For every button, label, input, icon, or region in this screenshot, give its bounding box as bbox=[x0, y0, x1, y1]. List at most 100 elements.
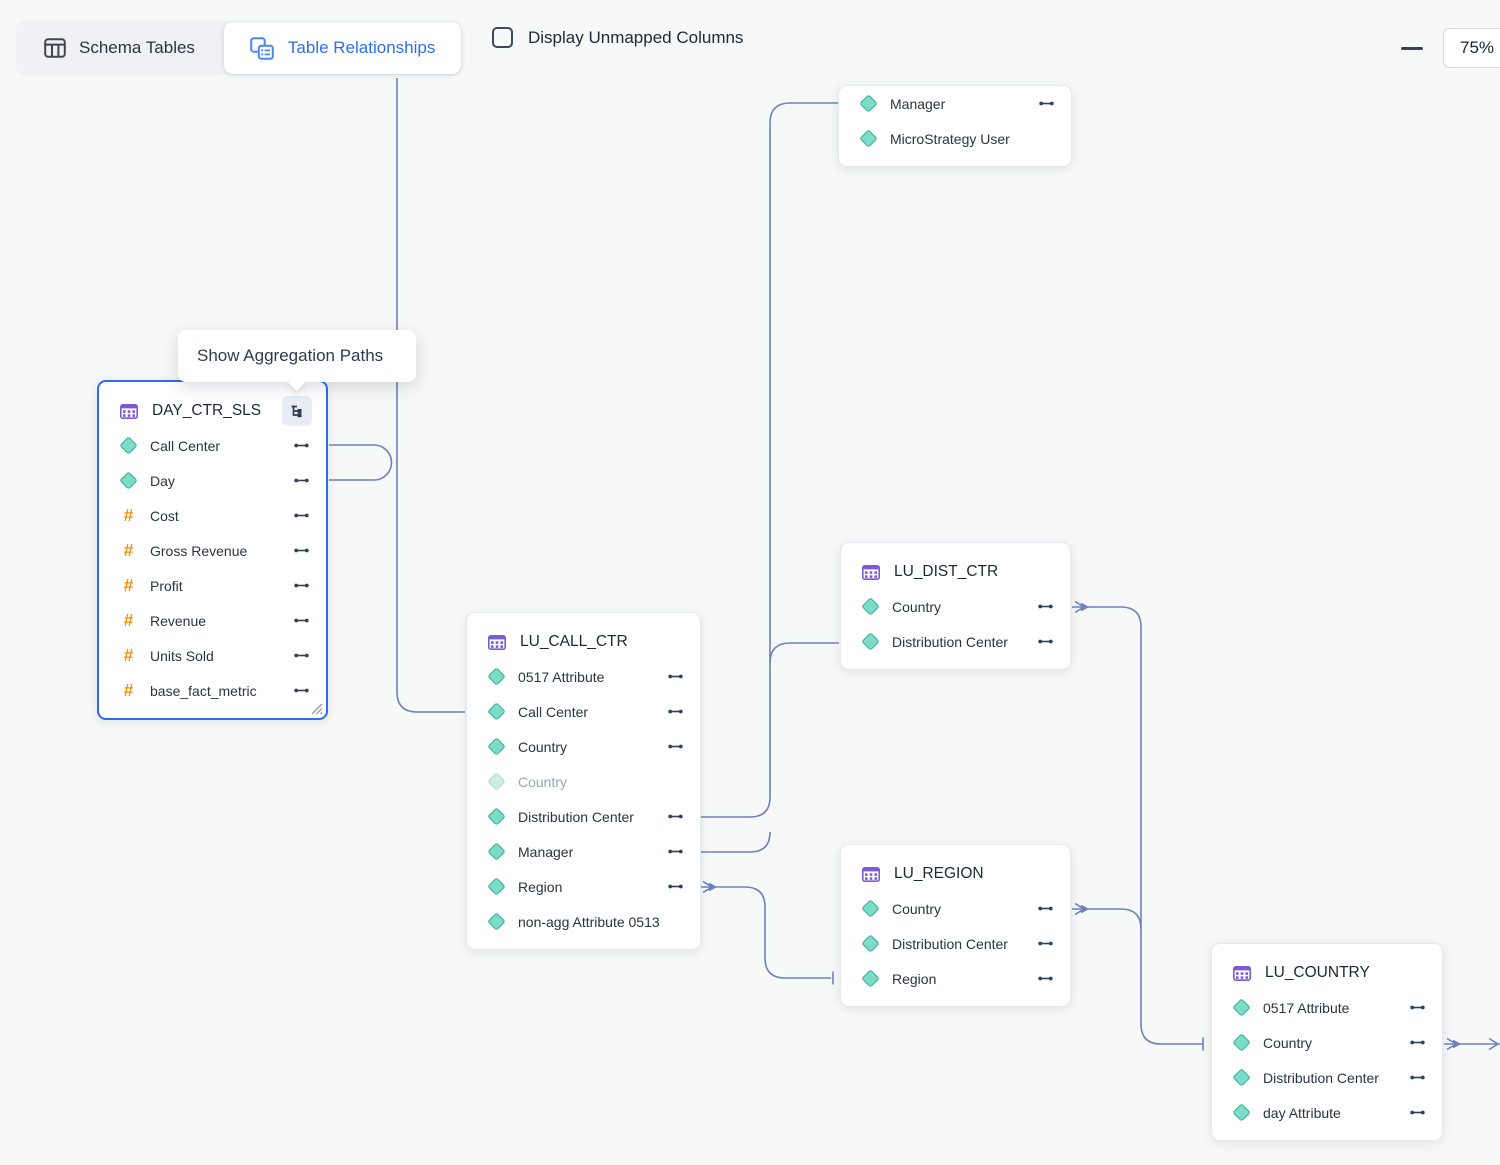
table-relationships-button[interactable]: Table Relationships bbox=[223, 22, 462, 74]
column-row[interactable]: Country bbox=[467, 764, 700, 799]
column-mapping-icon[interactable] bbox=[294, 511, 309, 520]
column-row[interactable]: Cost bbox=[99, 498, 326, 533]
table-card-lu-country[interactable]: LU_COUNTRY 0517 Attribute Country bbox=[1211, 943, 1443, 1141]
column-mapping-icon[interactable] bbox=[1038, 939, 1053, 948]
column-row[interactable]: Manager bbox=[467, 834, 700, 869]
attribute-diamond-icon bbox=[488, 843, 505, 860]
column-label: Units Sold bbox=[150, 647, 214, 664]
column-mapping-icon[interactable] bbox=[1038, 602, 1053, 611]
attribute-diamond-icon bbox=[488, 703, 505, 720]
column-type-icon bbox=[120, 612, 137, 629]
table-card-partial[interactable]: Manager MicroStrategy User bbox=[838, 85, 1072, 167]
column-row[interactable]: Country bbox=[467, 729, 700, 764]
zoom-out-button[interactable] bbox=[1398, 36, 1426, 60]
column-mapping-icon[interactable] bbox=[668, 707, 683, 716]
column-row[interactable]: MicroStrategy User bbox=[839, 121, 1071, 156]
column-mapping-icon[interactable] bbox=[668, 672, 683, 681]
column-label: Distribution Center bbox=[1263, 1069, 1379, 1086]
column-mapping-icon[interactable] bbox=[294, 546, 309, 555]
column-mapping-icon[interactable] bbox=[1039, 99, 1054, 108]
table-title: LU_REGION bbox=[894, 865, 984, 882]
column-row[interactable]: Call Center bbox=[99, 428, 326, 463]
column-label: Call Center bbox=[518, 703, 589, 720]
table-card-lu-dist-ctr[interactable]: LU_DIST_CTR Country Distribution Center bbox=[840, 542, 1071, 670]
attribute-diamond-icon bbox=[1233, 1069, 1250, 1086]
column-label: Gross Revenue bbox=[150, 542, 248, 559]
column-row[interactable]: base_fact_metric bbox=[99, 673, 326, 708]
display-unmapped-columns-label: Display Unmapped Columns bbox=[528, 27, 744, 47]
column-label: Call Center bbox=[150, 437, 221, 454]
column-row[interactable]: Distribution Center bbox=[841, 926, 1070, 961]
table-relationships-label: Table Relationships bbox=[287, 38, 436, 57]
column-mapping-icon[interactable] bbox=[1410, 1108, 1425, 1117]
column-row[interactable]: Distribution Center bbox=[467, 799, 700, 834]
column-label: Country bbox=[518, 773, 568, 790]
column-label: Country bbox=[1263, 1034, 1313, 1051]
table-card-day-ctr-sls[interactable]: DAY_CTR_SLS Call Center Day bbox=[97, 380, 328, 720]
column-label: Region bbox=[518, 878, 563, 895]
attribute-diamond-icon bbox=[488, 913, 505, 930]
attribute-diamond-icon bbox=[488, 808, 505, 825]
attribute-diamond-icon bbox=[488, 668, 505, 685]
resize-handle[interactable] bbox=[310, 702, 323, 715]
column-row[interactable]: Revenue bbox=[99, 603, 326, 638]
attribute-diamond-icon bbox=[1233, 1104, 1250, 1121]
view-mode-switcher: Schema Tables Table Relationships bbox=[16, 21, 463, 75]
column-label: Cost bbox=[150, 507, 179, 524]
column-row[interactable]: Region bbox=[467, 869, 700, 904]
column-label: Manager bbox=[890, 95, 946, 112]
column-mapping-icon[interactable] bbox=[294, 616, 309, 625]
schema-tables-label: Schema Tables bbox=[79, 38, 195, 57]
column-row[interactable]: Manager bbox=[839, 86, 1071, 121]
column-mapping-icon[interactable] bbox=[1038, 637, 1053, 646]
column-row[interactable]: Day bbox=[99, 463, 326, 498]
table-card-header: DAY_CTR_SLS bbox=[99, 394, 326, 428]
column-row[interactable]: Distribution Center bbox=[841, 624, 1070, 659]
table-card-lu-region[interactable]: LU_REGION Country Distribution Center bbox=[840, 844, 1071, 1007]
column-mapping-icon[interactable] bbox=[668, 812, 683, 821]
column-mapping-icon[interactable] bbox=[294, 581, 309, 590]
column-mapping-icon[interactable] bbox=[1410, 1038, 1425, 1047]
column-label: Manager bbox=[518, 843, 574, 860]
linked-tables-icon bbox=[250, 36, 274, 60]
table-card-header: LU_REGION bbox=[841, 857, 1070, 891]
column-mapping-icon[interactable] bbox=[294, 651, 309, 660]
column-mapping-icon[interactable] bbox=[1410, 1073, 1425, 1082]
column-mapping-icon[interactable] bbox=[668, 847, 683, 856]
column-row[interactable]: Country bbox=[1212, 1025, 1442, 1060]
column-row[interactable]: Profit bbox=[99, 568, 326, 603]
column-row[interactable]: Region bbox=[841, 961, 1070, 996]
column-row[interactable]: 0517 Attribute bbox=[467, 659, 700, 694]
column-mapping-icon[interactable] bbox=[668, 742, 683, 751]
column-row[interactable]: Units Sold bbox=[99, 638, 326, 673]
column-label: day Attribute bbox=[1263, 1104, 1341, 1121]
column-row[interactable]: Call Center bbox=[467, 694, 700, 729]
column-row[interactable]: Gross Revenue bbox=[99, 533, 326, 568]
display-unmapped-columns-checkbox[interactable] bbox=[492, 27, 513, 48]
table-title: LU_DIST_CTR bbox=[894, 563, 999, 580]
column-row[interactable]: day Attribute bbox=[1212, 1095, 1442, 1130]
column-row[interactable]: Distribution Center bbox=[1212, 1060, 1442, 1095]
table-grid-icon bbox=[44, 38, 66, 58]
column-mapping-icon[interactable] bbox=[294, 686, 309, 695]
table-icon bbox=[488, 634, 506, 650]
schema-tables-button[interactable]: Schema Tables bbox=[16, 21, 223, 75]
column-mapping-icon[interactable] bbox=[1410, 1003, 1425, 1012]
column-label: non-agg Attribute 0513 bbox=[518, 913, 660, 930]
column-row[interactable]: 0517 Attribute bbox=[1212, 990, 1442, 1025]
aggregation-paths-button[interactable] bbox=[282, 396, 312, 426]
column-type-icon bbox=[120, 542, 137, 559]
table-title: LU_COUNTRY bbox=[1265, 964, 1370, 981]
column-mapping-icon[interactable] bbox=[668, 882, 683, 891]
zoom-level-display[interactable]: 75% bbox=[1443, 28, 1500, 68]
table-icon bbox=[862, 866, 880, 882]
column-mapping-icon[interactable] bbox=[294, 476, 309, 485]
table-card-lu-call-ctr[interactable]: LU_CALL_CTR 0517 Attribute Call Center bbox=[466, 612, 701, 950]
column-mapping-icon[interactable] bbox=[1038, 904, 1053, 913]
column-mapping-icon[interactable] bbox=[294, 441, 309, 450]
column-mapping-icon[interactable] bbox=[1038, 974, 1053, 983]
column-label: Country bbox=[518, 738, 568, 755]
column-row[interactable]: Country bbox=[841, 589, 1070, 624]
column-row[interactable]: Country bbox=[841, 891, 1070, 926]
column-row[interactable]: non-agg Attribute 0513 bbox=[467, 904, 700, 939]
